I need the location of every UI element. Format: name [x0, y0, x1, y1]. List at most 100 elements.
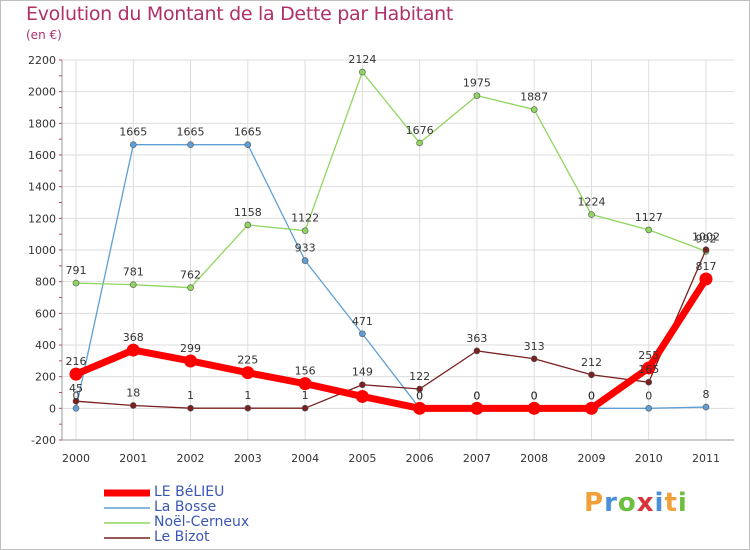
- legend-label-le-belieu: LE BéLIEU: [154, 484, 225, 500]
- y-tick-label: 2200: [28, 54, 56, 67]
- proxiti-logo: Proxiti: [584, 488, 688, 518]
- legend-label-noel-cerneux: Noël-Cerneux: [154, 514, 250, 530]
- y-tick-label: 600: [35, 307, 56, 320]
- data-label: 781: [123, 266, 144, 279]
- y-tick-label: 200: [35, 371, 56, 384]
- data-label: 45: [69, 382, 83, 395]
- data-label: 1224: [577, 196, 605, 209]
- data-point: [184, 354, 198, 368]
- data-label: 225: [237, 354, 258, 367]
- data-label: 1158: [234, 206, 262, 219]
- x-tick-label: 2010: [635, 452, 663, 465]
- data-point: [187, 141, 194, 149]
- data-label: 933: [295, 242, 316, 255]
- data-point: [473, 92, 481, 99]
- data-point: [126, 343, 140, 357]
- data-label: 0: [645, 389, 652, 402]
- data-label: 149: [352, 366, 373, 379]
- data-label: 0: [416, 389, 423, 402]
- data-point: [187, 404, 194, 412]
- data-label: 255: [638, 349, 659, 362]
- data-point: [645, 405, 653, 412]
- x-tick-label: 2006: [406, 452, 434, 465]
- data-point: [588, 371, 595, 379]
- legend-label-le-bizot: Le Bizot: [154, 529, 210, 545]
- y-tick-label: 1200: [28, 212, 56, 225]
- data-label: 1887: [520, 91, 548, 104]
- data-label: 363: [466, 332, 487, 345]
- data-label: 0: [416, 389, 423, 402]
- chart-unit: (en €): [26, 28, 62, 42]
- data-label: 165: [638, 363, 659, 376]
- legend-label-la-bosse: La Bosse: [154, 499, 217, 515]
- data-point: [588, 211, 595, 218]
- data-label: 471: [352, 315, 373, 328]
- data-point: [645, 226, 653, 234]
- data-point: [530, 106, 538, 113]
- data-label: 1665: [119, 126, 147, 139]
- data-point: [702, 246, 710, 253]
- data-label: 212: [581, 356, 602, 369]
- data-point: [72, 405, 80, 412]
- data-point: [416, 385, 423, 393]
- data-label: 0: [531, 389, 538, 402]
- data-label: 1122: [291, 212, 319, 225]
- data-label: 122: [409, 370, 430, 383]
- data-label: 2124: [348, 53, 376, 66]
- x-tick-label: 2002: [177, 452, 205, 465]
- data-point: [645, 378, 653, 386]
- data-point: [702, 403, 710, 411]
- data-label: 0: [588, 389, 595, 402]
- x-tick-label: 2009: [577, 452, 605, 465]
- y-tick-label: -200: [31, 434, 56, 447]
- data-point: [244, 404, 252, 412]
- data-point: [72, 279, 80, 287]
- data-point: [301, 404, 309, 412]
- series-line: [74, 277, 709, 412]
- x-tick-label: 2007: [463, 452, 491, 465]
- x-tick-label: 2005: [348, 452, 376, 465]
- data-label: 18: [126, 386, 140, 399]
- data-point: [473, 347, 481, 355]
- data-point: [69, 367, 83, 381]
- data-label: 1665: [234, 126, 262, 139]
- data-point: [527, 401, 541, 415]
- y-tick-label: 1800: [28, 117, 56, 130]
- y-tick-label: 0: [49, 402, 56, 415]
- data-label: 8: [703, 388, 710, 401]
- data-point: [72, 397, 80, 405]
- y-tick-label: 2000: [28, 86, 56, 99]
- data-point: [642, 361, 656, 375]
- data-point: [301, 227, 309, 234]
- y-tick-label: 1000: [28, 244, 56, 257]
- data-label: 1127: [635, 211, 663, 224]
- data-label: 762: [180, 269, 201, 282]
- data-point: [129, 141, 137, 149]
- data-label: 0: [73, 389, 80, 402]
- data-label: 0: [588, 389, 595, 402]
- data-point: [187, 284, 194, 291]
- data-point: [699, 272, 713, 286]
- data-point: [413, 401, 427, 415]
- data-label: 1975: [463, 77, 491, 90]
- data-point: [298, 377, 312, 391]
- x-tick-label: 2011: [692, 452, 720, 465]
- data-label: 216: [66, 355, 87, 368]
- data-label: 156: [295, 365, 316, 378]
- data-point: [301, 257, 309, 264]
- y-tick-label: 1600: [28, 149, 56, 162]
- x-tick-label: 2001: [119, 452, 147, 465]
- data-label: 313: [524, 340, 545, 353]
- data-label: 1665: [177, 126, 205, 139]
- data-label: 0: [531, 389, 538, 402]
- data-label: 791: [66, 264, 87, 277]
- data-label: 0: [473, 389, 480, 402]
- data-point: [244, 221, 252, 229]
- chart-title: Evolution du Montant de la Dette par Hab…: [26, 3, 454, 25]
- x-tick-label: 2000: [62, 452, 90, 465]
- data-point: [416, 139, 423, 147]
- x-tick-label: 2008: [520, 452, 548, 465]
- series-line: [75, 249, 707, 409]
- data-point: [359, 381, 366, 389]
